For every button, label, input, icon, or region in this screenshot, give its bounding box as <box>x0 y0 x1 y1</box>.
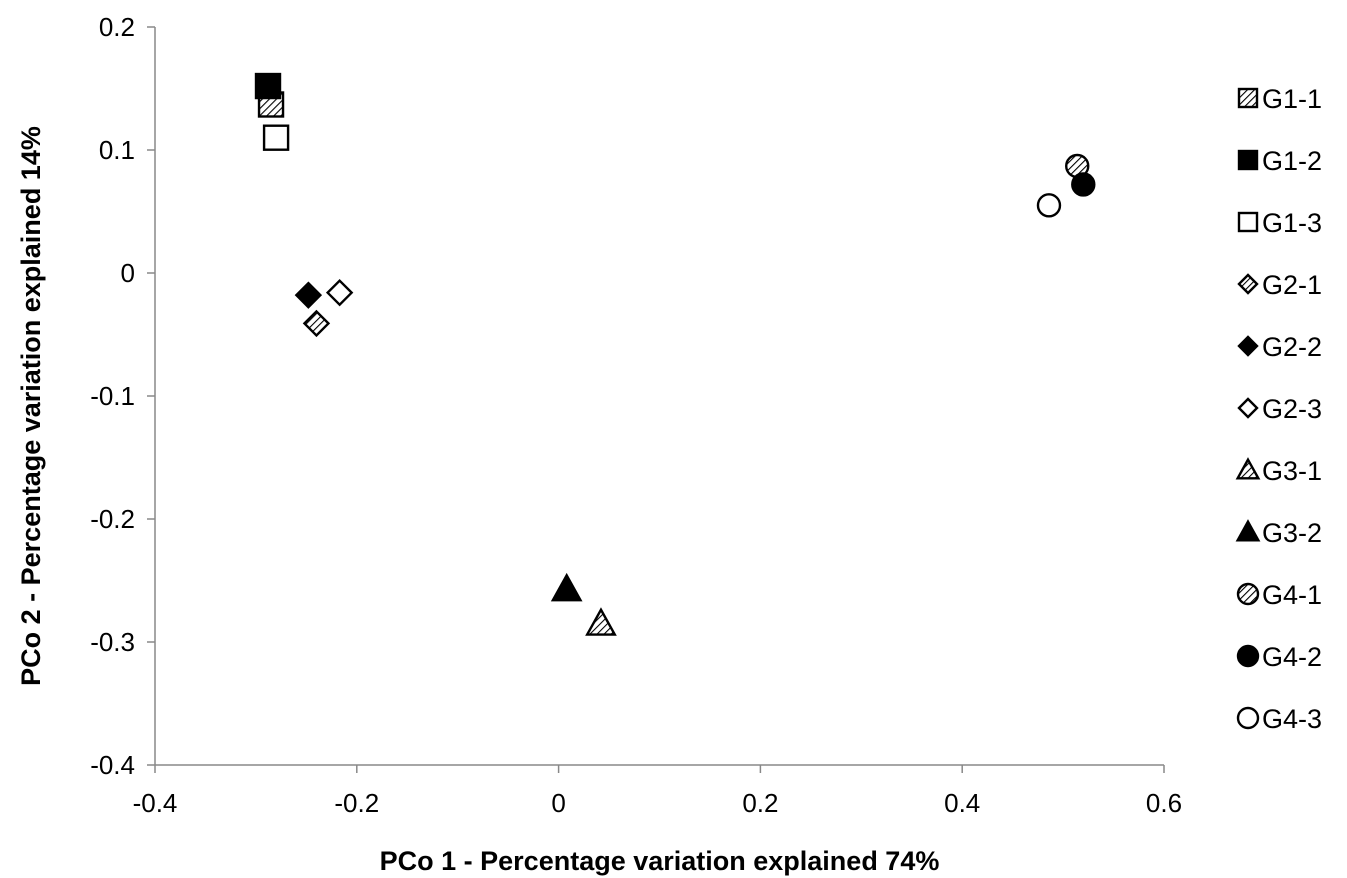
data-point-g3-1 <box>585 607 617 636</box>
legend-label: G1-3 <box>1262 208 1322 238</box>
legend-label: G1-2 <box>1262 146 1322 176</box>
data-point-g2-3 <box>325 278 354 307</box>
legend-marker-g2-2 <box>1237 335 1259 357</box>
legend-marker-g1-1 <box>1237 87 1259 109</box>
legend-label: G4-1 <box>1262 580 1322 610</box>
data-point-g3-2 <box>550 572 583 602</box>
y-axis-title: PCo 2 - Percentage variation explained 1… <box>16 126 46 686</box>
data-point-g2-2 <box>294 281 323 309</box>
y-tick-label: -0.4 <box>90 750 135 780</box>
legend-marker-g4-2 <box>1236 644 1260 668</box>
y-tick-label: 0 <box>121 258 135 288</box>
legend-label: G1-1 <box>1262 84 1322 114</box>
x-tick-label: 0.6 <box>1146 788 1182 818</box>
legend-marker-g2-1 <box>1237 273 1259 295</box>
x-axis-title: PCo 1 - Percentage variation explained 7… <box>380 846 940 876</box>
data-point-g1-3 <box>262 124 290 151</box>
y-tick-label: 0.2 <box>99 12 135 42</box>
x-tick-label: 0.4 <box>944 788 980 818</box>
legend-marker-g4-3 <box>1236 706 1260 730</box>
x-tick-label: -0.4 <box>133 788 178 818</box>
legend-label: G4-3 <box>1262 704 1322 734</box>
y-tick-label: 0.1 <box>99 135 135 165</box>
legend-marker-g4-1 <box>1236 582 1260 606</box>
x-tick-label: -0.2 <box>334 788 379 818</box>
legend-label: G4-2 <box>1262 642 1322 672</box>
axes: -0.4 -0.2 0 0.2 0.4 0.6 0.2 0.1 0 -0.1 -0.2 -0.3 -0.… <box>90 12 1182 818</box>
legend-label: G3-1 <box>1262 456 1322 486</box>
legend-label: G3-2 <box>1262 518 1322 548</box>
data-points <box>254 72 1096 636</box>
legend-marker-g3-2 <box>1235 519 1261 542</box>
legend-label: G2-3 <box>1262 394 1322 424</box>
legend-marker-g1-2 <box>1237 149 1259 171</box>
legend: G1-1 G1-2 G1-3 G2-1 G2-2 G2-3 G3-1 G3-2 G4-1 G4-2… <box>1235 84 1322 734</box>
data-point-g4-3 <box>1036 193 1062 218</box>
y-tick-label: -0.3 <box>90 627 135 657</box>
x-tick-label: 0.2 <box>742 788 778 818</box>
y-tick-label: -0.1 <box>90 381 135 411</box>
x-tick-label: 0 <box>551 788 565 818</box>
legend-label: G2-1 <box>1262 270 1322 300</box>
legend-label: G2-2 <box>1262 332 1322 362</box>
y-tick-label: -0.2 <box>90 504 135 534</box>
legend-marker-g1-3 <box>1237 211 1259 233</box>
data-point-g2-1 <box>302 309 331 338</box>
legend-marker-g3-1 <box>1235 457 1261 480</box>
legend-marker-g2-3 <box>1237 397 1259 419</box>
data-point-g4-2 <box>1071 172 1096 197</box>
data-point-g1-2 <box>254 72 282 100</box>
